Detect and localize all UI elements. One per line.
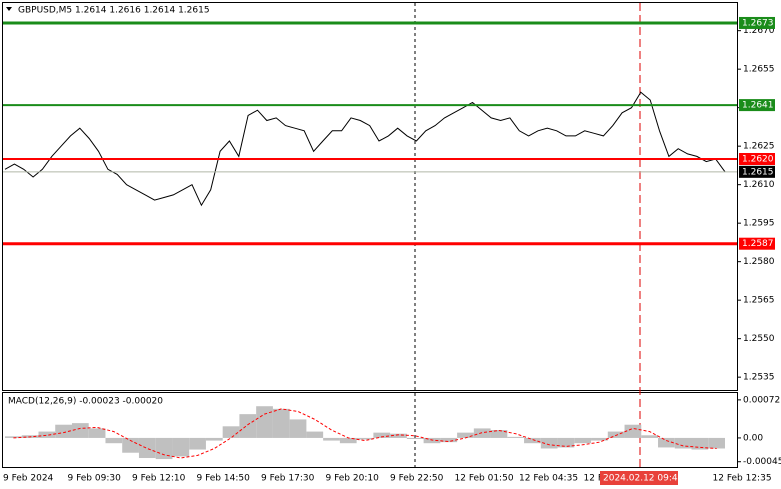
histogram-bar: [222, 426, 240, 438]
histogram-bar: [457, 432, 474, 438]
histogram-bar: [155, 437, 173, 460]
histogram-bar: [641, 435, 659, 438]
y-tick-label: 1.2550: [743, 334, 775, 344]
histogram-bar: [5, 436, 22, 438]
histogram-bar: [624, 424, 642, 438]
y-tick-label: 0.00072: [743, 395, 780, 405]
level-label: 1.2615: [742, 167, 774, 177]
histogram-bar: [507, 436, 525, 438]
histogram-bar: [289, 419, 307, 438]
histogram-bar: [256, 406, 273, 438]
histogram-bar: [339, 437, 357, 444]
histogram-bar: [55, 424, 72, 438]
histogram-bar: [524, 437, 541, 444]
x-tick-label: 12 Feb 04:35: [519, 474, 578, 484]
y-tick-label: 1.2610: [743, 180, 775, 190]
histogram-bar: [574, 437, 592, 444]
histogram-bar: [607, 431, 625, 438]
histogram-bar: [373, 432, 391, 438]
histogram-bar: [272, 408, 290, 438]
histogram-bar: [490, 430, 508, 438]
y-tick-label: -0.00045: [743, 457, 781, 467]
x-tick-label: 9 Feb 17:30: [261, 474, 315, 484]
level-label: 1.2673: [742, 18, 774, 28]
level-label-box: [739, 153, 775, 165]
macd-panel: [2, 392, 738, 468]
annotation: 2024.02.12 09:45: [603, 474, 683, 484]
x-tick-label: 12 Feb 01:50: [455, 474, 514, 484]
annotation-box: [600, 471, 678, 485]
level-label: 1.2641: [742, 101, 774, 111]
histogram-bar: [138, 437, 156, 459]
y-tick-label: 1.2655: [743, 65, 775, 75]
histogram-bar: [172, 437, 190, 457]
x-tick-label: 9 Feb 12:10: [132, 474, 186, 484]
y-tick-label: 1.2670: [743, 26, 775, 36]
histogram-bar: [591, 437, 608, 441]
histogram-bar: [189, 437, 206, 450]
histogram-bar: [205, 437, 223, 441]
histogram-bar: [323, 437, 340, 441]
level-label-box: [739, 237, 775, 250]
histogram-bar: [674, 437, 692, 449]
histogram-bar: [71, 423, 89, 438]
histogram-bar: [105, 437, 123, 444]
y-tick-label: 0.00: [743, 433, 763, 443]
histogram-bar: [691, 437, 709, 450]
histogram-bar: [239, 414, 257, 438]
histogram-bar: [306, 431, 324, 438]
x-tick-label: 12 F: [584, 474, 604, 484]
chart-title: GBPUSD,M5 1.2614 1.2616 1.2614 1.2615: [18, 6, 210, 16]
histogram-bar: [88, 428, 106, 438]
x-tick-label: 9 Feb 22:50: [390, 474, 444, 484]
macd-title: MACD(12,26,9) -0.00023 -0.00020: [8, 397, 163, 407]
histogram-bar: [557, 437, 575, 448]
histogram-bar: [356, 437, 374, 440]
level-label: 1.2587: [742, 239, 774, 249]
histogram-bar: [440, 437, 458, 443]
level-label-box: [739, 16, 775, 29]
histogram-bar: [38, 431, 56, 438]
level-label-box: [739, 99, 775, 112]
histogram-bar: [473, 428, 491, 438]
histogram-bar: [390, 433, 407, 438]
x-tick-label: 12 Feb 12:35: [713, 474, 772, 484]
y-tick-label: 1.2565: [743, 296, 775, 306]
level-label: 1.2620: [742, 155, 774, 165]
histogram-bar: [658, 437, 675, 448]
histogram-bar: [406, 437, 424, 439]
level-label-box: [739, 165, 775, 178]
histogram-bar: [708, 437, 725, 449]
x-tick-label: 9 Feb 20:10: [326, 474, 380, 484]
main-panel: [2, 2, 738, 391]
histogram-bar: [540, 437, 558, 449]
x-tick-label: 9 Feb 2024: [3, 474, 54, 484]
y-tick-label: 1.2595: [743, 219, 775, 229]
histogram-bar: [423, 437, 441, 444]
x-tick-label: 9 Feb 09:30: [68, 474, 122, 484]
y-tick-label: 1.2535: [743, 373, 775, 383]
histogram-bar: [122, 437, 139, 453]
y-tick-label: 1.2625: [743, 142, 775, 152]
x-tick-label: 9 Feb 14:50: [197, 474, 251, 484]
y-tick-label: 1.2580: [743, 257, 775, 267]
signal-line: [13, 408, 717, 459]
menu-icon: [6, 7, 12, 11]
price-line: [4, 91, 726, 207]
